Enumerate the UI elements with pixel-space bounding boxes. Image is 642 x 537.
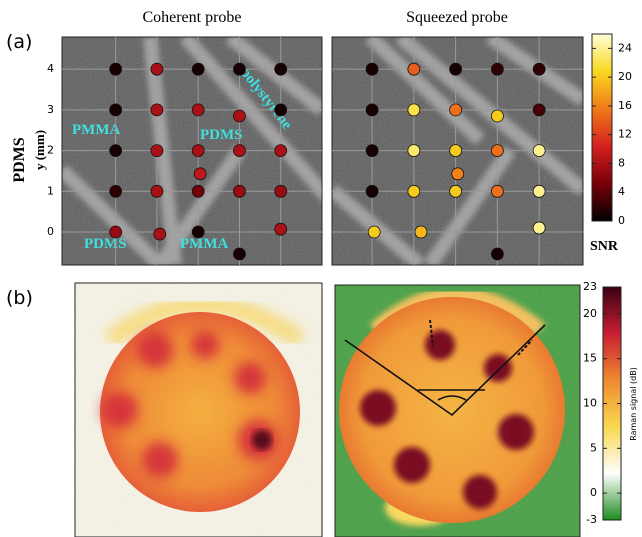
dot bbox=[450, 63, 462, 75]
dot bbox=[110, 63, 122, 75]
dot bbox=[151, 104, 163, 116]
dot bbox=[192, 226, 204, 238]
dot bbox=[275, 145, 287, 157]
colorbar-tick-label: 16 bbox=[618, 99, 632, 112]
colorbar-tick-label: 20 bbox=[618, 70, 632, 83]
dot bbox=[110, 104, 122, 116]
dot bbox=[275, 185, 287, 197]
colorbar-tick-label: 15 bbox=[583, 352, 597, 365]
dot bbox=[533, 145, 545, 157]
dot bbox=[491, 63, 503, 75]
dot bbox=[194, 168, 206, 180]
dot bbox=[408, 63, 420, 75]
dot bbox=[450, 145, 462, 157]
row-label: PDMS bbox=[11, 137, 28, 182]
colorbar-tick-label: 0 bbox=[590, 486, 597, 499]
panel-label: (b) bbox=[6, 287, 33, 309]
colorbar-tick-label: 20 bbox=[583, 307, 597, 320]
dot bbox=[192, 104, 204, 116]
raman-image bbox=[75, 283, 322, 537]
dot bbox=[533, 222, 545, 234]
annotation: PDMS bbox=[84, 236, 127, 252]
dot bbox=[491, 185, 503, 197]
dot bbox=[368, 226, 380, 238]
dot bbox=[415, 226, 427, 238]
dot bbox=[491, 110, 503, 122]
dot bbox=[192, 63, 204, 75]
colorbar-label: Raman signal (dB) bbox=[629, 367, 638, 441]
dot bbox=[408, 145, 420, 157]
dot bbox=[366, 104, 378, 116]
dot bbox=[233, 145, 245, 157]
annotation: PMMA bbox=[72, 122, 120, 138]
dot bbox=[192, 185, 204, 197]
colorbar-tick-label: 12 bbox=[618, 128, 632, 141]
colorbar-tick-label: 10 bbox=[583, 397, 597, 410]
dot bbox=[233, 63, 245, 75]
colorbar-tick-label: 23 bbox=[583, 280, 597, 293]
y-tick-label: 4 bbox=[47, 62, 54, 75]
dot bbox=[151, 185, 163, 197]
annotation: PDMS bbox=[200, 127, 243, 143]
annotation: PMMA bbox=[180, 236, 228, 252]
dot bbox=[154, 228, 166, 240]
dot bbox=[408, 104, 420, 116]
figure: (a) (b) Coherent probe Squeezed probe PD… bbox=[0, 0, 642, 537]
colorbar-tick-label: 24 bbox=[618, 41, 632, 54]
dot bbox=[366, 185, 378, 197]
dot bbox=[110, 185, 122, 197]
dot bbox=[110, 226, 122, 238]
dot bbox=[192, 145, 204, 157]
y-tick-label: 1 bbox=[47, 184, 54, 197]
colorbar-tick-label: 8 bbox=[618, 156, 625, 169]
dot bbox=[275, 63, 287, 75]
dot bbox=[275, 223, 287, 235]
panel-label: (a) bbox=[6, 31, 32, 53]
dot bbox=[408, 185, 420, 197]
dot bbox=[366, 145, 378, 157]
colorbar-tick-label: -3 bbox=[586, 513, 597, 526]
colorbar bbox=[592, 34, 612, 221]
colorbar-tick-label: 5 bbox=[590, 441, 597, 454]
dot bbox=[233, 248, 245, 260]
dot bbox=[452, 168, 464, 180]
dot bbox=[533, 63, 545, 75]
dot bbox=[110, 145, 122, 157]
y-axis-label: y (mm) bbox=[32, 130, 47, 170]
dot bbox=[533, 104, 545, 116]
dot bbox=[491, 145, 503, 157]
dot bbox=[491, 248, 503, 260]
y-tick-label: 3 bbox=[47, 103, 54, 116]
plot-title: Squeezed probe bbox=[406, 9, 508, 26]
colorbar-label: SNR bbox=[590, 239, 619, 254]
y-tick-label: 2 bbox=[47, 144, 54, 157]
colorbar-tick-label: 0 bbox=[618, 214, 625, 227]
dot bbox=[450, 104, 462, 116]
dot bbox=[275, 104, 287, 116]
dot bbox=[533, 185, 545, 197]
dot bbox=[151, 145, 163, 157]
dot bbox=[151, 63, 163, 75]
dot bbox=[233, 185, 245, 197]
raman-image bbox=[335, 285, 580, 537]
y-tick-label: 0 bbox=[47, 225, 54, 238]
colorbar-tick-label: 4 bbox=[618, 185, 625, 198]
dot bbox=[450, 185, 462, 197]
plot-title: Coherent probe bbox=[142, 9, 241, 26]
dot bbox=[233, 110, 245, 122]
dot bbox=[366, 63, 378, 75]
